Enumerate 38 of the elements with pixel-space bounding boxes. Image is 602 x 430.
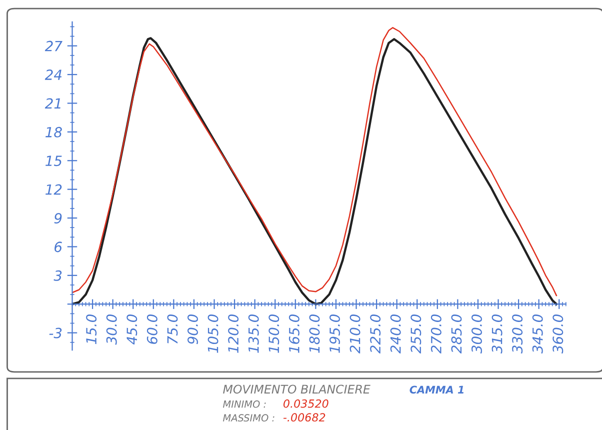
x-tick-label: 360.0 [552,314,564,354]
y-tick-label: 18 [46,126,62,138]
x-tick-label: 75.0 [167,314,178,344]
x-tick-label: 270.0 [430,314,442,354]
x-tick-label: 285.0 [451,314,462,354]
y-tick-label: 21 [44,98,60,109]
y-tick-label: 12 [46,184,62,195]
y-tick-label: -3 [49,328,62,338]
x-tick-label: 225.0 [370,314,381,354]
x-tick-label: 330.0 [512,314,523,354]
x-tick-label: 300.0 [471,314,482,354]
y-tick-label: 15 [46,156,62,166]
text: MASSIMO : -.00682 [223,413,326,422]
x-tick-label: 30.0 [106,314,117,345]
x-tick-label: 240.0 [390,314,401,354]
text: CAMMA 1 [410,386,464,394]
x-tick-label: 45.0 [126,314,138,344]
x-tick-label: 345.0 [532,314,543,354]
x-tick-label: 165.0 [288,314,300,353]
x-tick-label: 210.0 [350,314,360,354]
x-tick-label: 195.0 [329,314,340,353]
x-tick-label: 150.0 [268,314,280,353]
y-tick-label: 27 [44,40,62,52]
text: MOVIMENTO BILANCIERE [223,384,370,394]
x-tick-label: 315.0 [492,314,502,354]
x-tick-label: 180.0 [309,314,320,353]
y-tick-label: 6 [54,242,62,252]
x-tick-label: 120.0 [228,314,239,353]
x-tick-label: 15.0 [86,314,97,344]
x-tick-label: 105.0 [208,314,218,353]
x-tick-label: 135.0 [248,314,259,353]
y-tick-label: 3 [54,270,62,281]
y-tick-label: 24 [44,70,62,80]
x-tick-label: 255.0 [410,314,422,354]
x-tick-label: 60.0 [146,314,158,344]
text: MINIMO : 0.03520 [223,399,328,408]
x-tick-label: 90.0 [187,314,198,344]
y-tick-label: 9 [54,212,62,224]
